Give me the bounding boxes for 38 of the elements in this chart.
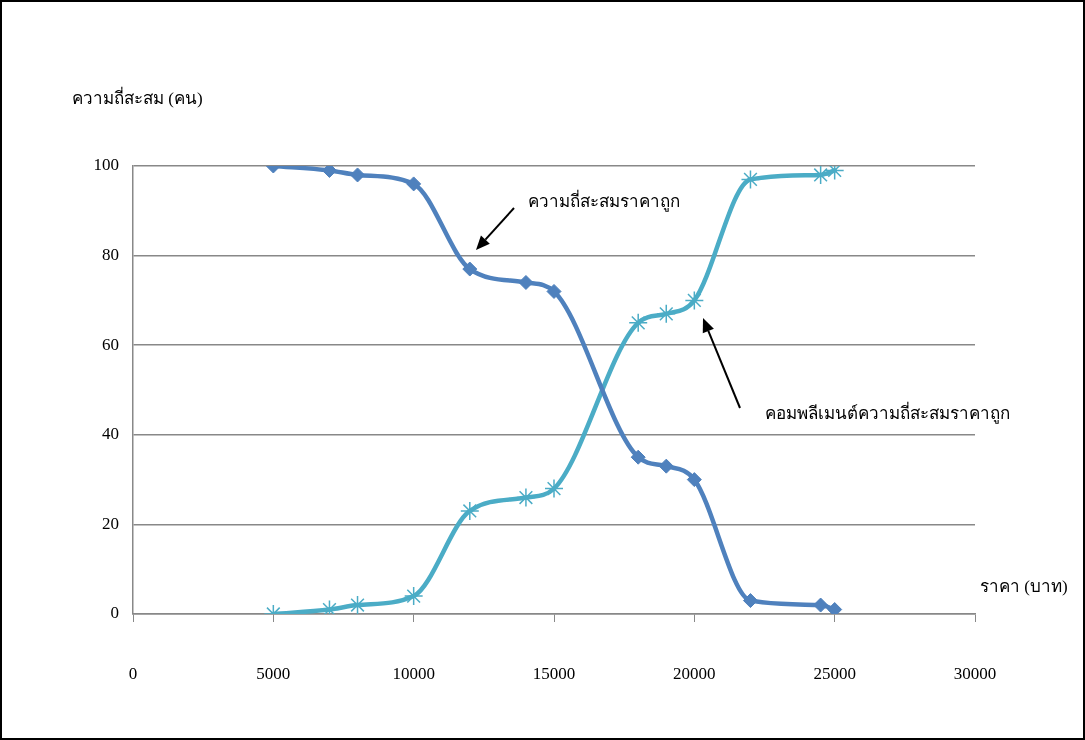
y-tick-label: 40 xyxy=(102,424,119,444)
point xyxy=(460,501,480,521)
point xyxy=(628,313,648,333)
point xyxy=(813,597,829,613)
point xyxy=(516,487,536,508)
x-tick-label: 10000 xyxy=(392,663,435,683)
point xyxy=(630,449,646,465)
point xyxy=(742,593,758,609)
point xyxy=(658,458,674,474)
point xyxy=(686,472,702,488)
x-axis-title: ราคา (บาท) xyxy=(980,577,1068,597)
point xyxy=(546,283,562,299)
y-tick-label: 80 xyxy=(102,245,119,265)
point xyxy=(347,595,368,614)
point xyxy=(518,274,534,290)
point xyxy=(403,586,424,606)
y-tick-label: 20 xyxy=(102,513,119,533)
annotation: ความถี่สะสมราคาถูก xyxy=(528,189,680,213)
x-tick-label: 20000 xyxy=(673,663,716,683)
point xyxy=(740,169,761,190)
point xyxy=(406,176,422,192)
x-tick-label: 15000 xyxy=(532,663,576,683)
x-tick-label: 0 xyxy=(128,663,138,683)
point xyxy=(656,304,677,324)
point xyxy=(462,261,478,277)
x-tick-label: 5000 xyxy=(256,663,291,683)
y-tick-label: 0 xyxy=(110,603,119,623)
x-tick-label: 25000 xyxy=(813,663,856,683)
annotation: คอมพลีเมนต์ความถี่สะสมราคาถูก xyxy=(765,401,1010,425)
point xyxy=(350,167,366,183)
point xyxy=(810,166,831,185)
point xyxy=(827,602,843,614)
y-tick-label: 60 xyxy=(102,334,119,354)
y-tick-label: 100 xyxy=(93,155,119,175)
point xyxy=(544,478,564,499)
x-tick-label: 30000 xyxy=(953,663,997,683)
point xyxy=(684,290,705,311)
y-axis-title: ความถี่สะสม (คน) xyxy=(72,86,203,109)
